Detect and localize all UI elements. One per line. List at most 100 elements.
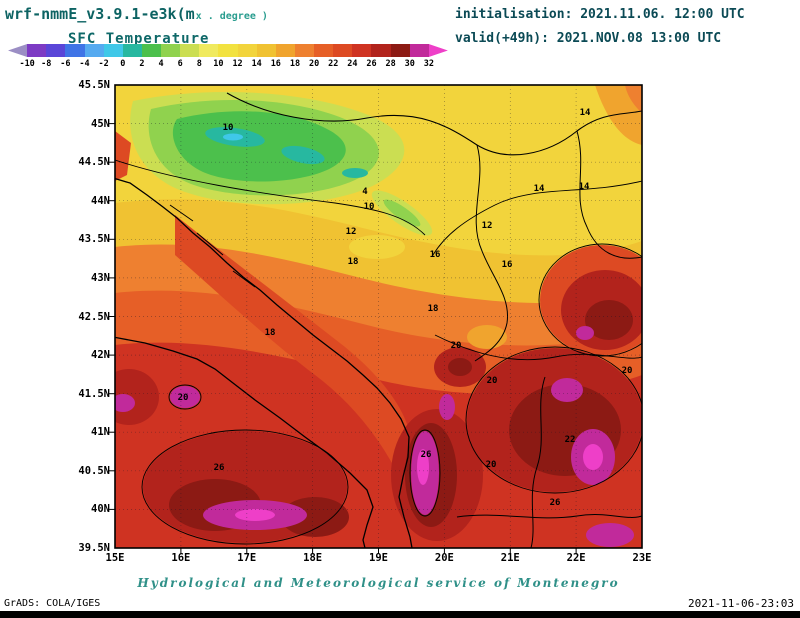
contour-label: 26 xyxy=(421,450,432,460)
colorbar-tick-label: 24 xyxy=(347,59,358,69)
region-ne-corner-warm xyxy=(625,85,642,113)
lon-label: 18E xyxy=(303,552,323,564)
lon-label: 20E xyxy=(434,552,454,564)
lat-axis: 45.5N 45N 44.5N 44N 43.5N 43N 42.5N 42N 41.5N 41N… xyxy=(70,79,112,554)
isotherm-14 xyxy=(432,180,642,256)
lat-label: 45N xyxy=(91,117,110,130)
region-teal-3 xyxy=(342,168,368,178)
service-label: Hydrological and Meteorological service … xyxy=(137,576,620,590)
init-label: initialisation: 2021.11.06. 12:00 UTC xyxy=(455,7,745,22)
lat-label: 45.5N xyxy=(78,79,110,91)
contour-label: 10 xyxy=(364,202,375,212)
isoline-east xyxy=(538,243,642,357)
border-east xyxy=(576,130,642,259)
coastline-balkan xyxy=(115,177,413,548)
lon-label: 15E xyxy=(105,552,125,564)
colorbar-segment xyxy=(390,44,410,57)
colorbar-tick-label: 32 xyxy=(423,59,434,69)
colorbar-tick-label: 16 xyxy=(270,59,281,69)
contour-label: 12 xyxy=(482,221,493,231)
contour-label: 20 xyxy=(622,366,633,376)
isoline-italy xyxy=(141,429,349,545)
colorbar-segment xyxy=(352,44,372,57)
map-container: 10 10 4 12 12 14 14 14 16 16 18 18 18 20 20 20 20 20 22 26 2… xyxy=(109,84,643,554)
isotherm-10 xyxy=(115,159,426,236)
colorbar-segment xyxy=(141,44,161,57)
timestamp: 2021-11-06-23:03 xyxy=(688,597,794,610)
contour-label: 20 xyxy=(178,393,189,403)
temperature-map: 10 10 4 12 12 14 14 14 16 16 18 18 18 20 20 20 20 20 22 26 2… xyxy=(109,84,643,554)
region-gargano-magenta xyxy=(170,386,200,408)
contour-label: 14 xyxy=(534,184,545,194)
region-sea-nw xyxy=(115,131,131,181)
isoline-albania xyxy=(409,429,441,517)
contour-label: 18 xyxy=(428,304,439,314)
region-kosovo-magenta xyxy=(551,378,583,402)
contour-label: 20 xyxy=(486,460,497,470)
colorbar-tick-label: 8 xyxy=(196,59,202,69)
region-mne-maroon xyxy=(448,358,472,376)
lat-label: 43N xyxy=(91,271,110,284)
lat-label: 39.5N xyxy=(78,542,110,554)
island-2 xyxy=(196,232,224,256)
lat-label: 42N xyxy=(91,349,110,362)
region-ne-corner xyxy=(595,85,642,145)
model-title: wrf-nmmE_v3.9.1-e3k(mx . degree ) xyxy=(5,5,268,23)
colorbar xyxy=(8,44,448,57)
colorbar-tick-label: 30 xyxy=(404,59,415,69)
colorbar-tick-label: 26 xyxy=(366,59,377,69)
colorbar-segment xyxy=(333,44,353,57)
colorbar-tick-label: 4 xyxy=(158,59,164,69)
valid-label: valid(+49h): 2021.NOV.08 13:00 UTC xyxy=(455,31,722,46)
border-albania-macedonia xyxy=(530,376,546,548)
contour-label: 16 xyxy=(430,250,441,260)
region-italy-pink xyxy=(235,509,275,521)
contour-labels: 10 10 4 12 12 14 14 14 16 16 18 18 18 20 20 20 20 20 22 26 2… xyxy=(178,108,633,508)
colorbar-segment xyxy=(409,44,429,57)
lat-label: 43.5N xyxy=(78,233,110,246)
lat-label: 40.5N xyxy=(78,464,110,477)
lon-label: 21E xyxy=(500,552,520,564)
colorbar-tick-label: 12 xyxy=(232,59,243,69)
colorbar-segment xyxy=(275,44,295,57)
region-se-magenta xyxy=(586,523,634,547)
colorbar-segment xyxy=(256,44,276,57)
colorbar-segment xyxy=(180,44,200,57)
lon-axis: 15E 16E 17E 18E 19E 20E 21E 22E 23E xyxy=(106,552,652,566)
isoline-gargano xyxy=(168,384,202,410)
border-drina xyxy=(474,144,509,362)
colorbar-segment xyxy=(237,44,257,57)
colorbar-tick-label: 0 xyxy=(120,59,126,69)
region-sea-coastal xyxy=(175,215,411,485)
colorbar-segment xyxy=(199,44,219,57)
colorbar-tick-label: 6 xyxy=(177,59,183,69)
island-1 xyxy=(169,204,194,222)
colorbar-tick-label: 22 xyxy=(328,59,339,69)
colorbar-segment xyxy=(314,44,334,57)
colorbar-ticks: -10 -8 -6 -4 -2 0 2 4 6 8 10 12 14 16 18 20 22 24 26 28 30 32 xyxy=(8,59,448,71)
colorbar-tick-label: 28 xyxy=(385,59,396,69)
contour-label: 16 xyxy=(502,260,513,270)
contour-label: 22 xyxy=(565,435,576,445)
isoline-kosovo xyxy=(465,346,642,494)
colorbar-tick-label: 10 xyxy=(213,59,224,69)
colorbar-segment xyxy=(218,44,238,57)
region-teal-2 xyxy=(281,145,325,165)
colorbar-segment xyxy=(161,44,181,57)
lat-label: 42.5N xyxy=(78,310,110,323)
contour-label: 18 xyxy=(265,328,276,338)
lon-label: 22E xyxy=(566,552,586,564)
region-west-magenta xyxy=(115,394,135,412)
colorbar-tick-label: 2 xyxy=(139,59,145,69)
colorbar-segment xyxy=(65,44,85,57)
region-east-magenta xyxy=(576,326,594,340)
coastline-italy xyxy=(115,336,374,548)
colorbar-segment xyxy=(371,44,391,57)
lon-label: 23E xyxy=(632,552,652,564)
colorbar-segment xyxy=(428,44,448,57)
colorbar-tick-label: -2 xyxy=(98,59,109,69)
field-label: SFC Temperature xyxy=(68,31,210,47)
lat-label: 44.5N xyxy=(78,156,110,169)
region-sserbia-pink xyxy=(583,444,603,470)
colorbar-tick-label: 14 xyxy=(251,59,262,69)
